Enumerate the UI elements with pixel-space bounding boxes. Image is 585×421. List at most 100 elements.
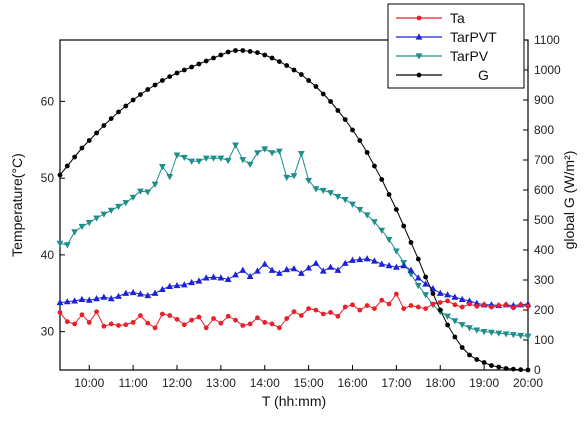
series-g-point [167, 74, 173, 79]
series-g-point [174, 70, 180, 76]
y-right-tick-label: 500 [534, 213, 554, 227]
series-tarpv-point [195, 158, 203, 165]
series-ta-point [379, 297, 385, 303]
series-tarpv-point [268, 150, 276, 157]
series-tarpvt-point [422, 280, 430, 287]
series-g-point [284, 63, 290, 68]
series-g [57, 48, 531, 373]
series-ta-point [57, 310, 63, 315]
series-ta-point [167, 313, 173, 318]
series-ta-point [503, 302, 509, 308]
series-ta-point [320, 311, 326, 317]
series-tarpv-point [524, 333, 532, 340]
series-tarpv-point [473, 327, 481, 334]
series-ta-point [203, 325, 209, 331]
series-tarpv-point [166, 174, 174, 181]
series-ta-point [489, 304, 494, 310]
series-ta-point [255, 315, 260, 321]
y-right-tick-label: 800 [534, 123, 554, 137]
plot-frame [59, 39, 529, 371]
series-ta-point [291, 309, 297, 315]
series-tarpvt-point [151, 289, 159, 296]
x-tick-label: 13:00 [206, 376, 236, 390]
series-tarpvt-point [180, 281, 188, 288]
series-ta-point [342, 304, 348, 310]
series-ta-point [335, 313, 341, 319]
series-ta-point [196, 314, 202, 320]
series-tarpvt-point [349, 256, 356, 263]
series-tarpv-point [392, 248, 400, 255]
y-left-tick-label: 30 [41, 325, 55, 339]
series-tarpv-point [458, 322, 466, 329]
series-g-point [306, 78, 312, 83]
y-right-tick-label: 200 [534, 303, 554, 317]
y-right-tick-label: 0 [534, 363, 541, 377]
series-ta-point [233, 317, 238, 323]
series-ta-point [108, 321, 114, 327]
series-g-point [496, 364, 502, 370]
series-ta-point [467, 301, 472, 307]
series-tarpv-point [444, 313, 451, 320]
series-g-point [423, 274, 429, 280]
series-ta-point [123, 322, 129, 328]
series-tarpv-point [356, 207, 364, 214]
legend-label-tarpv: TarPV [450, 48, 489, 64]
series-tarpvt-point [466, 297, 473, 304]
series-tarpvt-point [371, 257, 378, 264]
series-ta-point [225, 313, 231, 319]
series-g-point [247, 49, 253, 54]
y-right-tick-label: 400 [534, 243, 554, 257]
series-tarpv [56, 142, 532, 340]
series-ta-point [525, 303, 531, 309]
series-g-point [342, 117, 348, 122]
series-g-point [145, 87, 151, 92]
series-g-point [372, 163, 377, 169]
series-tarpvt-point [319, 267, 327, 274]
series-tarpv-point [327, 190, 334, 197]
series-ta-point [313, 307, 319, 313]
series-tarpv-point [71, 229, 79, 236]
series-g-point [328, 99, 333, 104]
legend-marker-tarpvt [415, 33, 423, 40]
series-g-point [123, 103, 129, 109]
series-g-point [138, 92, 143, 97]
series-tarpv-point [385, 236, 393, 244]
series-tarpv-point [93, 215, 100, 222]
series-tarpvt-point [166, 282, 174, 289]
series-g-point [408, 240, 414, 245]
series-tarpv-point [151, 181, 159, 188]
series-ta-point [401, 306, 407, 312]
series-ta-point [79, 312, 85, 318]
series-ta-point [72, 321, 78, 327]
series-ta-point [211, 316, 216, 321]
legend-label-tarpvt: TarPVT [450, 29, 497, 45]
series-g-point [503, 366, 509, 371]
series-g-point [108, 116, 114, 121]
series-g-point [393, 207, 399, 212]
series-tarpvt-point [63, 298, 71, 305]
series-g-point [269, 55, 275, 61]
series-tarpv-point [480, 329, 488, 336]
series-tarpv-point [363, 212, 371, 219]
series-tarpvt-point [400, 262, 408, 269]
series-tarpvt-point [158, 285, 166, 293]
series-tarpv-point [290, 173, 298, 180]
series-ta [57, 291, 531, 331]
series-tarpv-point [283, 174, 291, 181]
y-axis-right-label: global G (W/m²) [561, 151, 577, 250]
series-g-point [481, 360, 487, 365]
series-ta-point [474, 303, 480, 309]
x-tick-label: 20:00 [513, 376, 543, 390]
series-tarpv-point [137, 188, 144, 195]
series-g-point [255, 50, 260, 55]
legend-marker-tarpv [415, 53, 423, 60]
series-g-point [72, 154, 78, 160]
series-g-point [379, 177, 385, 182]
series-tarpvt-point [210, 273, 217, 280]
series-ta-point [116, 323, 121, 328]
series-ta-point [284, 316, 290, 321]
series-g-point [518, 367, 524, 373]
series-ta-point [276, 325, 282, 331]
series-g-point [181, 67, 187, 73]
series-tarpv-point [254, 150, 261, 157]
